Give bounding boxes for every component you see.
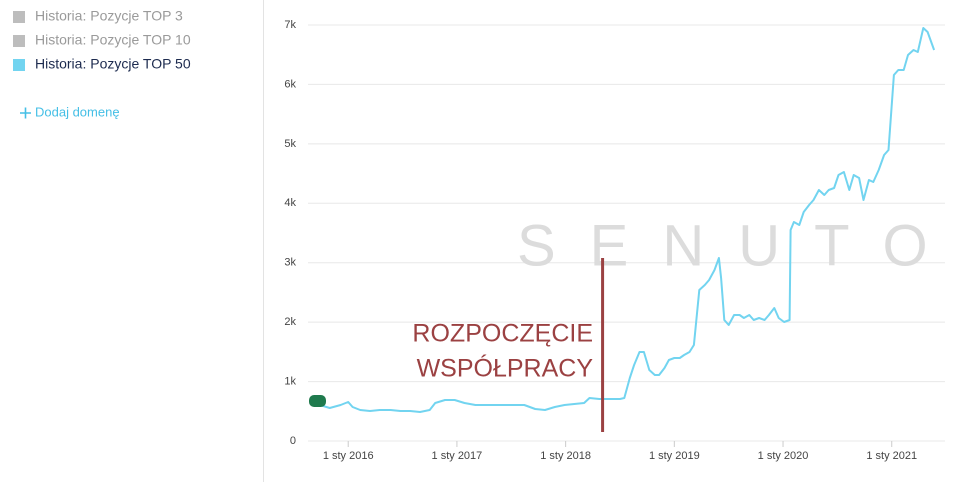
y-tick-label: 7k	[284, 19, 296, 31]
y-tick-label: 0	[290, 435, 296, 447]
legend-entry[interactable]: Historia: Pozycje TOP 10	[35, 32, 191, 48]
x-tick-label: 1 sty 2021	[866, 450, 917, 462]
plus-icon[interactable]	[20, 107, 31, 119]
x-tick-label: 1 sty 2017	[432, 450, 483, 462]
series-line	[309, 27, 936, 413]
add-domain-link[interactable]: Dodaj domenę	[35, 104, 120, 119]
x-tick-label: 1 sty 2018	[540, 450, 591, 462]
legend-swatch[interactable]	[13, 35, 25, 47]
legend-swatch[interactable]	[13, 59, 25, 71]
y-tick-label: 5k	[284, 138, 296, 150]
legend-swatch[interactable]	[13, 11, 25, 23]
y-tick-label: 6k	[284, 78, 296, 90]
x-tick-label: 1 sty 2019	[649, 450, 700, 462]
x-tick-label: 1 sty 2020	[758, 450, 809, 462]
annotation-text: WSPÓŁPRACY	[417, 354, 594, 383]
start-icon	[309, 395, 326, 407]
y-tick-label: 4k	[284, 197, 296, 209]
legend-entry[interactable]: Historia: Pozycje TOP 3	[35, 8, 183, 24]
legend-entry[interactable]: Historia: Pozycje TOP 50	[35, 56, 191, 72]
x-tick-label: 1 sty 2016	[323, 450, 374, 462]
y-tick-label: 2k	[284, 316, 296, 328]
watermark: SENUTO	[517, 213, 953, 278]
y-tick-label: 1k	[284, 375, 296, 387]
y-tick-label: 3k	[284, 257, 296, 269]
annotation-text: ROZPOCZĘCIE	[412, 320, 593, 348]
